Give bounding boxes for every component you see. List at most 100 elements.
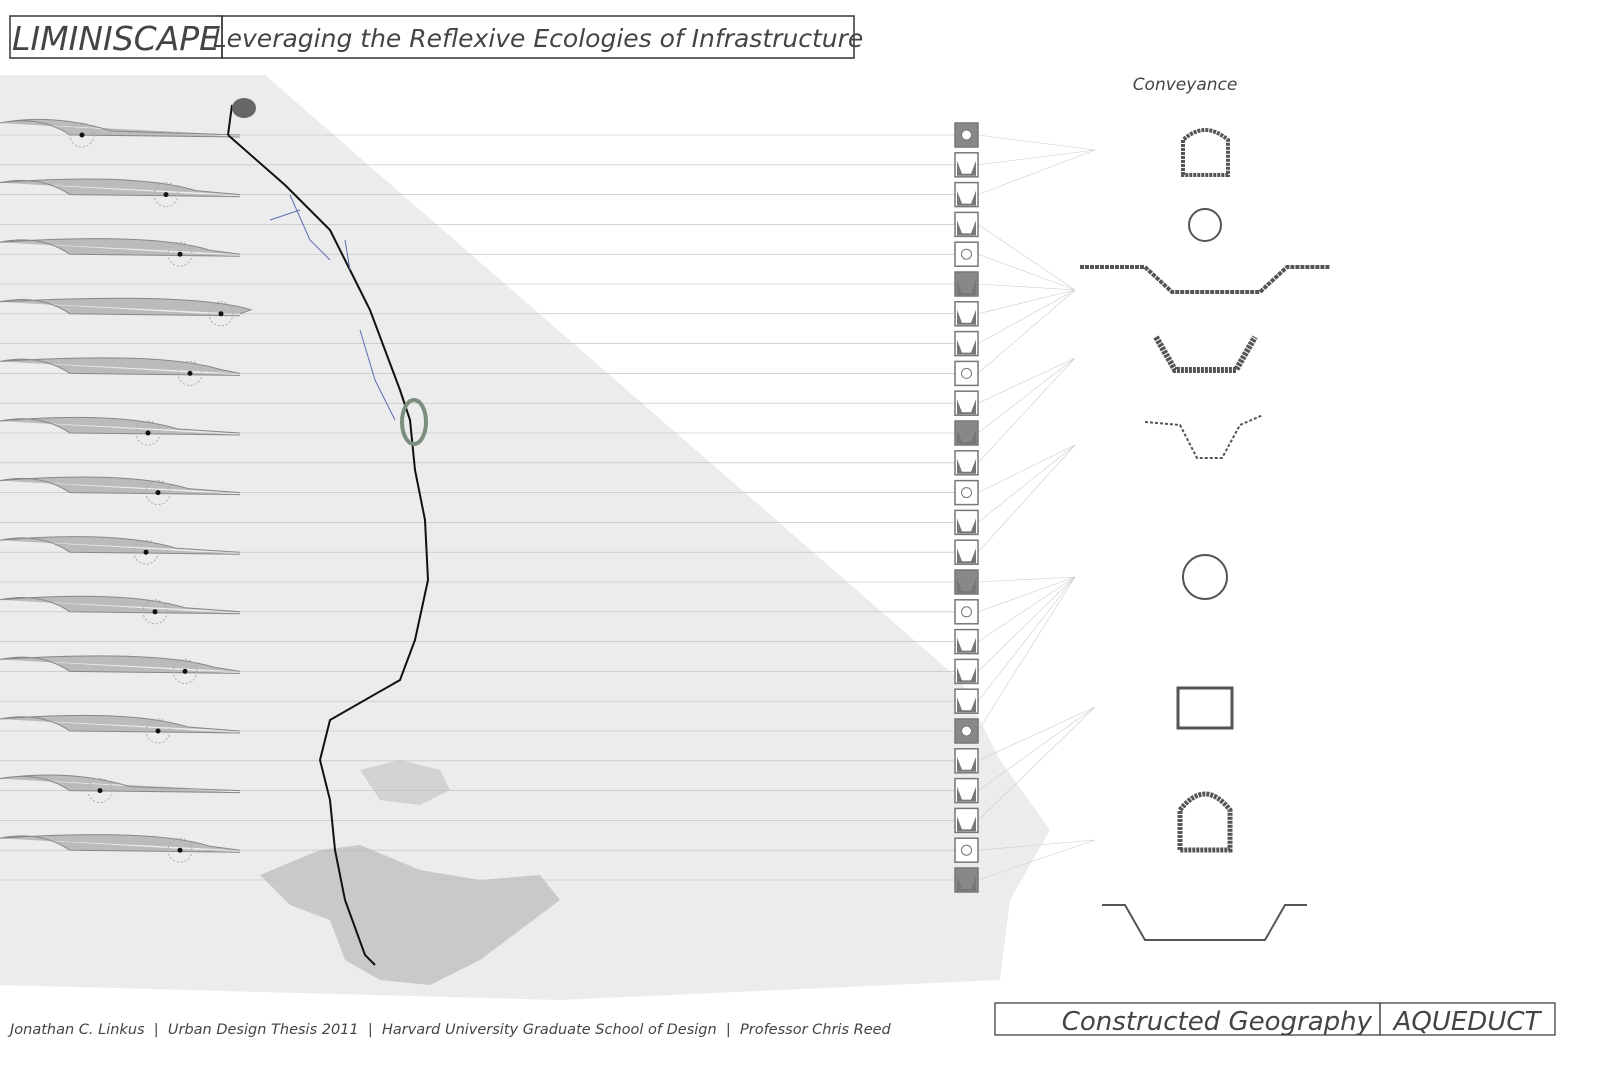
leader-line: [977, 706, 1096, 791]
profile-halo: [145, 480, 171, 506]
profile: [0, 774, 241, 794]
profile-halo: [167, 837, 193, 863]
leader-line: [977, 706, 1096, 762]
sheet-title: Constructed Geography: [1062, 1007, 1373, 1037]
icon-channel: [957, 637, 976, 653]
subtitle: Leveraging the Reflexive Ecologies of In…: [213, 24, 864, 53]
icon-channel: [957, 339, 976, 355]
leader-line: [977, 289, 1076, 344]
icon-channel: [957, 667, 976, 683]
icon-channel: [957, 518, 976, 534]
leader-line: [977, 839, 1096, 881]
icon-channel: [957, 220, 976, 236]
profile-halo: [153, 182, 179, 208]
icon-channel: [957, 786, 976, 802]
terrain-profiles: [0, 118, 253, 863]
leader-line: [977, 149, 1096, 195]
credits: Jonathan C. Linkus | Urban Design Thesis…: [7, 1022, 892, 1038]
leader-line: [977, 576, 1076, 642]
profile: [0, 834, 241, 853]
profile-halo: [177, 360, 203, 386]
icon-channel: [957, 548, 976, 564]
profile-halo: [145, 718, 171, 744]
sheet-label: AQUEDUCT: [1392, 1007, 1543, 1037]
leader-line: [977, 253, 1076, 291]
icon-pipe: [961, 606, 972, 618]
icon-channel: [957, 399, 976, 415]
river: [269, 194, 396, 421]
reservoir: [400, 398, 428, 446]
leader-line: [977, 576, 1076, 613]
aqueduct-route: [227, 104, 430, 966]
icon-pipe: [961, 129, 972, 141]
leader-line: [977, 357, 1076, 464]
cross-sections: [1080, 128, 1330, 941]
sheet-label-box: [1379, 1002, 1556, 1036]
terrain: [0, 75, 1050, 1000]
profile: [0, 297, 253, 317]
profile-halo: [167, 241, 193, 267]
profile: [0, 655, 241, 674]
profile-halo: [142, 599, 168, 625]
icon-channel: [957, 309, 976, 325]
icon-channel: [957, 876, 976, 891]
subtitle-box: [221, 15, 855, 59]
profile: [0, 416, 241, 436]
profile: [0, 238, 241, 257]
profile: [0, 714, 241, 734]
profile-halo: [135, 420, 161, 446]
leader-line: [977, 576, 1076, 672]
icon-channel: [957, 190, 976, 206]
leader-line: [977, 444, 1076, 523]
title: LIMINISCAPE: [12, 19, 220, 58]
icon-pipe: [961, 844, 972, 856]
icon-channel: [957, 697, 976, 713]
leader-line: [977, 289, 1076, 374]
icon-pipe: [961, 367, 972, 379]
leader-line: [977, 839, 1096, 851]
icon-channel: [957, 429, 976, 444]
urban-area-north: [360, 760, 450, 805]
profile-dot: [177, 847, 183, 853]
leader-line: [977, 444, 1076, 553]
profile-dot: [79, 132, 85, 138]
profile-dot: [218, 311, 224, 317]
icon-pipe: [961, 248, 972, 260]
profile: [0, 476, 241, 496]
leader-line: [977, 576, 1076, 702]
icon-channel: [957, 458, 976, 474]
leader-line: [977, 134, 1096, 151]
section-label: Conveyance: [1133, 75, 1238, 95]
icon-channel: [957, 756, 976, 772]
profile-dot: [177, 251, 183, 257]
leader-line: [977, 289, 1076, 315]
leader-line: [977, 357, 1076, 434]
profile-dot: [155, 490, 161, 496]
profile-dot: [163, 192, 169, 198]
leader-line: [977, 149, 1096, 166]
lake: [232, 98, 256, 118]
profile-dot: [97, 788, 103, 794]
leader-line: [977, 706, 1096, 821]
profile: [0, 178, 241, 198]
leader-line: [977, 283, 1076, 291]
section-icons: [954, 122, 979, 893]
profile-halo: [87, 778, 113, 804]
profile-dot: [145, 430, 151, 436]
profile-halo: [208, 301, 234, 327]
icon-pipe: [961, 725, 972, 737]
profile-dot: [155, 728, 161, 734]
profile-halo: [69, 122, 95, 148]
profile-dot: [152, 609, 158, 615]
leader-line: [977, 576, 1076, 583]
icon-channel: [957, 160, 976, 176]
profile-dot: [182, 668, 188, 674]
profile: [0, 357, 241, 376]
profile: [0, 536, 241, 555]
leader-line: [977, 224, 1076, 291]
profile-dot: [187, 370, 193, 376]
profile-halo: [133, 539, 159, 565]
leader-line: [977, 576, 1076, 732]
